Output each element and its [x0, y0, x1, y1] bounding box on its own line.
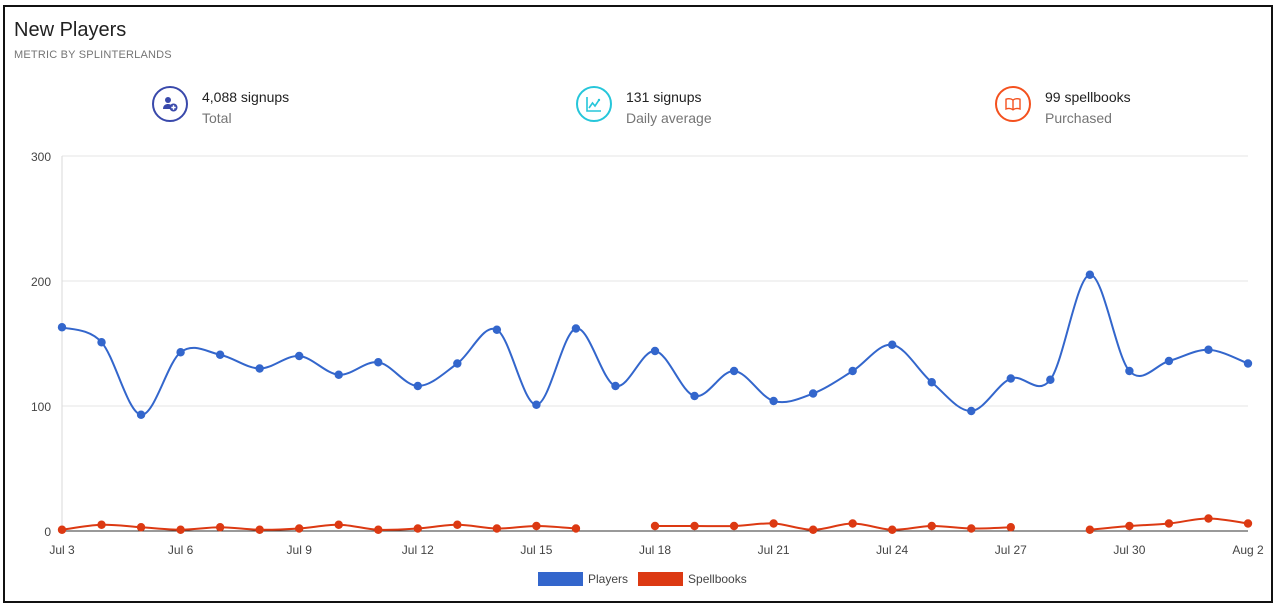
data-point-players[interactable]: [492, 325, 502, 334]
data-point-spellbooks[interactable]: [571, 524, 581, 533]
data-point-spellbooks[interactable]: [967, 524, 976, 533]
add-user-icon: [152, 86, 188, 122]
x-tick-label: Jul 21: [758, 543, 790, 557]
chart-legend: Players Spellbooks: [538, 572, 757, 586]
stat-spellbooks-value: 99 spellbooks: [1045, 89, 1131, 105]
stat-total-label: Total: [202, 110, 232, 126]
y-tick-label: 0: [44, 525, 51, 539]
x-tick-label: Jul 6: [168, 543, 194, 557]
series-lines: [57, 270, 1253, 534]
x-tick-label: Jul 18: [639, 543, 671, 557]
data-point-players[interactable]: [1164, 356, 1174, 366]
data-point-spellbooks[interactable]: [1125, 521, 1134, 531]
grid-lines: [62, 155, 1248, 407]
trend-chart-icon: [576, 86, 612, 122]
data-point-players[interactable]: [255, 364, 264, 373]
data-point-spellbooks[interactable]: [492, 524, 502, 533]
x-tick-label: Aug 2: [1232, 543, 1264, 557]
data-point-players[interactable]: [729, 366, 739, 376]
legend-swatch-spellbooks: [638, 572, 684, 586]
data-point-spellbooks[interactable]: [650, 521, 660, 531]
x-tick-label: Jul 12: [402, 543, 434, 557]
series-line-spellbooks: [655, 522, 1011, 531]
data-point-spellbooks[interactable]: [848, 519, 857, 528]
data-point-spellbooks[interactable]: [136, 523, 146, 532]
data-point-spellbooks[interactable]: [1085, 525, 1095, 534]
data-point-players[interactable]: [136, 410, 146, 419]
data-point-players[interactable]: [769, 396, 778, 406]
data-point-spellbooks[interactable]: [1006, 523, 1015, 532]
data-point-players[interactable]: [97, 338, 106, 347]
data-point-players[interactable]: [176, 348, 185, 357]
x-tick-label: Jul 24: [876, 543, 908, 557]
chart-frame: [3, 5, 1273, 603]
data-point-spellbooks[interactable]: [215, 523, 225, 532]
stat-daily-label: Daily average: [626, 110, 712, 126]
legend-item-spellbooks[interactable]: Spellbooks: [638, 572, 747, 586]
data-point-spellbooks[interactable]: [1164, 519, 1174, 528]
legend-label-players: Players: [588, 572, 629, 586]
chart-title: New Players: [14, 19, 127, 41]
data-point-players[interactable]: [295, 351, 304, 361]
legend-item-players[interactable]: Players: [538, 572, 628, 586]
x-tick-label: Jul 15: [520, 543, 552, 557]
data-point-players[interactable]: [1125, 366, 1134, 376]
data-point-spellbooks[interactable]: [295, 524, 304, 533]
data-point-spellbooks[interactable]: [255, 525, 264, 534]
data-point-players[interactable]: [1204, 345, 1213, 354]
data-point-players[interactable]: [1046, 375, 1055, 384]
y-tick-label: 300: [31, 150, 51, 164]
data-point-players[interactable]: [848, 366, 857, 376]
data-point-spellbooks[interactable]: [927, 521, 936, 531]
data-point-players[interactable]: [690, 391, 699, 401]
data-point-spellbooks[interactable]: [532, 521, 541, 531]
data-point-spellbooks[interactable]: [453, 520, 462, 529]
data-point-spellbooks[interactable]: [1243, 519, 1253, 528]
x-tick-label: Jul 3: [49, 543, 75, 557]
data-point-spellbooks[interactable]: [769, 519, 778, 528]
data-point-spellbooks[interactable]: [729, 521, 739, 531]
data-point-players[interactable]: [532, 400, 541, 409]
data-point-spellbooks[interactable]: [57, 525, 67, 534]
data-point-players[interactable]: [650, 346, 660, 356]
data-point-players[interactable]: [57, 323, 67, 332]
stat-daily-value: 131 signups: [626, 89, 702, 105]
data-point-players[interactable]: [413, 381, 422, 391]
stat-spellbooks-label: Purchased: [1045, 110, 1112, 126]
data-point-players[interactable]: [927, 378, 936, 387]
data-point-spellbooks[interactable]: [690, 521, 699, 531]
chart-subtitle: METRIC BY SPLINTERLANDS: [14, 49, 172, 61]
series-line-players: [61, 273, 1249, 416]
data-point-players[interactable]: [453, 359, 462, 368]
data-point-spellbooks[interactable]: [413, 524, 422, 533]
data-point-spellbooks[interactable]: [374, 525, 383, 534]
data-point-spellbooks[interactable]: [888, 525, 897, 534]
data-point-players[interactable]: [1085, 270, 1095, 279]
data-point-players[interactable]: [888, 340, 897, 349]
x-tick-label: Jul 9: [287, 543, 313, 557]
data-point-players[interactable]: [808, 389, 818, 398]
x-tick-label: Jul 27: [995, 543, 1027, 557]
legend-swatch-players: [538, 572, 583, 586]
data-point-spellbooks[interactable]: [97, 520, 106, 529]
stat-total-value: 4,088 signups: [202, 89, 290, 105]
data-point-spellbooks[interactable]: [334, 520, 343, 529]
data-point-spellbooks[interactable]: [808, 525, 818, 534]
data-point-spellbooks[interactable]: [176, 525, 185, 534]
data-point-players[interactable]: [967, 406, 976, 416]
data-point-players[interactable]: [215, 350, 225, 359]
data-point-players[interactable]: [1243, 359, 1253, 368]
data-point-players[interactable]: [611, 381, 620, 391]
data-point-players[interactable]: [571, 324, 581, 333]
data-point-players[interactable]: [334, 370, 343, 379]
legend-label-spellbooks: Spellbooks: [688, 572, 747, 586]
data-point-players[interactable]: [1006, 374, 1015, 383]
y-tick-label: 200: [31, 275, 51, 289]
data-point-spellbooks[interactable]: [1204, 514, 1213, 523]
book-icon: [995, 86, 1031, 122]
y-tick-label: 100: [31, 400, 51, 414]
data-point-players[interactable]: [374, 358, 383, 367]
x-tick-label: Jul 30: [1113, 543, 1145, 557]
